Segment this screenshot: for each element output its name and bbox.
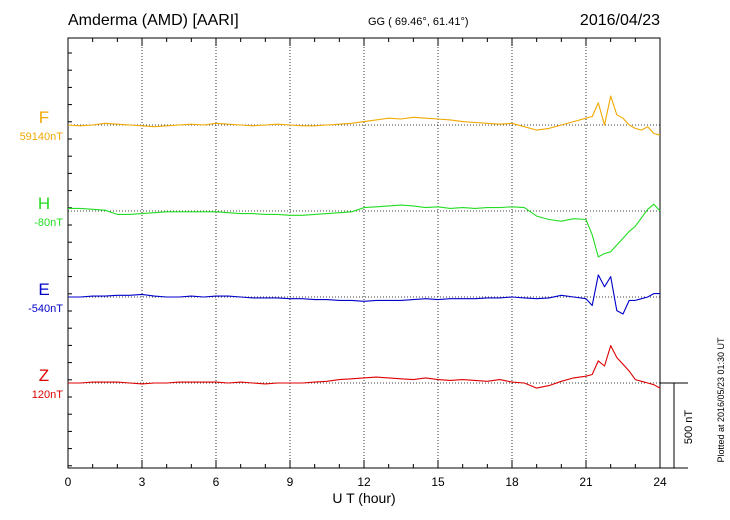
station-title: Amderma (AMD) [AARI] [68,12,239,29]
series-line-Z [68,345,661,389]
x-tick-label: 6 [213,475,220,489]
series-name-H: H [38,194,50,213]
x-tick-label: 9 [287,475,294,489]
scale-bar: 500 nT [660,382,695,469]
series-name-E: E [38,280,49,299]
x-tick-label: 18 [505,475,519,489]
x-tick-label: 24 [653,475,667,489]
plot-date: 2016/04/23 [580,12,660,29]
series-line-E [68,274,660,315]
series-baseline-Z: 120nT [32,389,63,401]
x-axis-label: U T (hour) [332,490,395,506]
station-coords: GG ( 69.46°, 61.41°) [368,16,469,28]
x-tick-label: 3 [139,475,146,489]
x-tick-label: 0 [65,475,72,489]
series-labels: F 59140nT H -80nT E -540nT Z 120nT [20,108,64,401]
series-name-F: F [39,108,49,127]
axis-ticks [67,38,661,468]
series-line-F [67,95,661,136]
grid-lines [141,38,587,468]
series-baseline-E: -540nT [28,303,63,315]
series-lines [67,95,661,389]
series-line-H [68,203,661,258]
plotted-timestamp: Plotted at 2016/05/23 01:30 UT [716,337,726,463]
series-baseline-F: 59140nT [20,131,64,143]
x-tick-labels: 0 3 6 9 12 15 18 21 24 [65,475,667,489]
scale-bar-label: 500 nT [683,410,695,445]
series-name-Z: Z [39,366,49,385]
x-tick-label: 21 [579,475,593,489]
x-tick-label: 12 [357,475,371,489]
plot-frame [67,37,661,469]
x-tick-label: 15 [431,475,445,489]
series-baseline-H: -80nT [34,217,63,229]
